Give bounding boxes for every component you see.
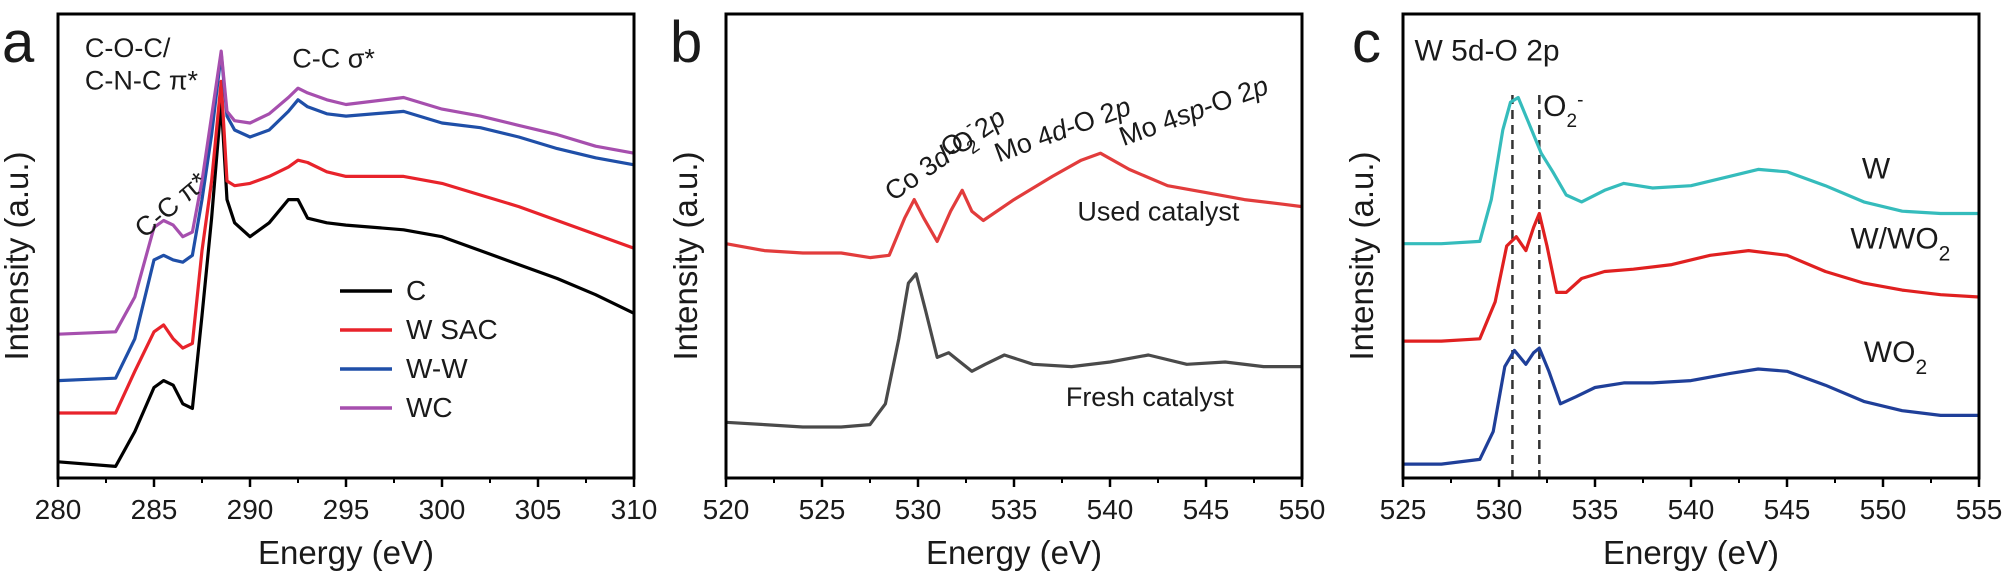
legend-entry: C [406, 275, 426, 306]
x-tick-label: 545 [1764, 494, 1811, 525]
chart-panel-a: a 280 285 290 295 300 305 310 Energy (eV) Intensi… [0, 10, 657, 571]
y-axis-title: Intensity (a.u.) [0, 151, 35, 360]
x-tick-label: 525 [1380, 494, 1427, 525]
legend: C W SAC W-W WC [340, 275, 498, 423]
x-tick-label: 295 [323, 494, 370, 525]
series-line-used-catalyst [725, 151, 1303, 260]
panel-letter: c [1352, 10, 1381, 75]
chart-panel-b: b 520 525 530 535 540 545 550 Energy (eV) Intensi… [667, 10, 1325, 571]
x-tick-label: 290 [227, 494, 274, 525]
series-label: Used catalyst [1077, 196, 1240, 226]
x-tick-label: 535 [1572, 494, 1619, 525]
series-line-w-wo2 [1403, 211, 1980, 343]
series-label: Fresh catalyst [1066, 382, 1235, 412]
x-tick-label: 550 [1279, 494, 1326, 525]
x-tick-label: 520 [703, 494, 750, 525]
x-tick-label: 310 [611, 494, 658, 525]
x-tick-label: 540 [1668, 494, 1715, 525]
y-axis-title: Intensity (a.u.) [1343, 151, 1380, 360]
chart-panel-c: c 525 530 535 540 545 550 555 Energy (eV) Intensi… [1343, 10, 2002, 571]
annotation-label: W 5d-O 2p [1415, 34, 1560, 67]
series-line-wc [57, 49, 635, 336]
series-line-wo2 [1403, 346, 1979, 466]
series-line-fresh-catalyst [725, 272, 1302, 429]
panel-letter: a [2, 10, 35, 75]
series-line-c [57, 100, 635, 468]
annotation-label: W/WO2 [1850, 222, 1950, 265]
x-tick-label: 540 [1087, 494, 1134, 525]
x-tick-label: 530 [1476, 494, 1523, 525]
annotation-label: WO2 [1864, 336, 1927, 379]
legend-entry: W SAC [406, 314, 498, 345]
annotation-label: Mo 4sp-O 2p [1115, 70, 1272, 152]
x-tick-label: 530 [895, 494, 942, 525]
series-line-w-sac [58, 79, 635, 415]
x-tick-label: 555 [1956, 494, 2003, 525]
annotation-label: W [1862, 153, 1891, 186]
annotation-label: C-N-C π* [85, 66, 199, 96]
series-line-w-w [57, 51, 635, 383]
annotation-label: C-O-C/ [85, 33, 171, 63]
annotation-label: C-C σ* [292, 43, 375, 73]
annotation-label: Co 3d-O 2p [879, 102, 1011, 207]
x-tick-label: 280 [35, 494, 82, 525]
x-tick-label: 550 [1860, 494, 1907, 525]
y-axis-title: Intensity (a.u.) [667, 151, 704, 360]
x-tick-label: 545 [1183, 494, 1230, 525]
x-tick-label: 300 [419, 494, 466, 525]
x-tick-label: 535 [991, 494, 1038, 525]
annotation-label: O2- [1543, 90, 1583, 132]
x-axis-title: Energy (eV) [1603, 534, 1779, 571]
series-line-w [1403, 95, 1979, 246]
x-axis-title: Energy (eV) [258, 534, 434, 571]
legend-entry: W-W [406, 353, 468, 384]
x-tick-label: 285 [131, 494, 178, 525]
legend-entry: WC [406, 392, 453, 423]
x-tick-label: 525 [799, 494, 846, 525]
x-axis-title: Energy (eV) [926, 534, 1102, 571]
annotation-label: Mo 4d-O 2p [990, 91, 1134, 168]
x-tick-label: 305 [515, 494, 562, 525]
panel-letter: b [670, 10, 702, 75]
